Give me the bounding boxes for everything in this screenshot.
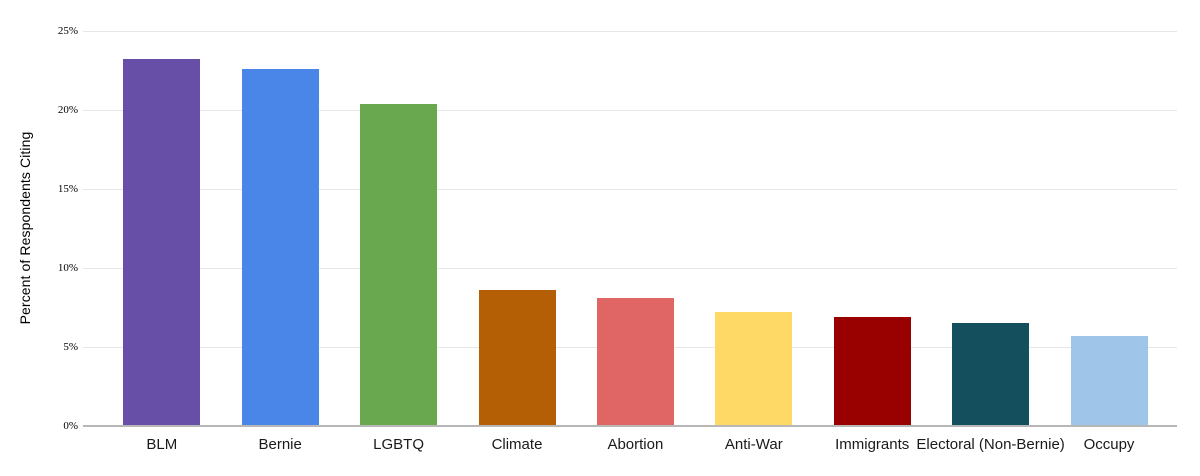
bar-climate[interactable] [478,290,556,426]
ytick-label-0pct: 0% [63,419,78,432]
bar-electoral-non-bernie[interactable] [952,323,1030,426]
bar-anti-war[interactable] [715,312,793,426]
gridline-25pct [83,31,1177,32]
gridline-20pct [83,110,1177,111]
ytick-label-10pct: 10% [57,261,78,274]
bar-bernie[interactable] [241,68,319,426]
bar-lgbtq[interactable] [360,103,438,426]
y-axis-title: Percent of Respondents Citing [17,131,33,325]
xtick-label-abortion: Abortion [607,436,664,453]
xtick-label-immigrants: Immigrants [835,436,910,453]
xtick-label-blm: BLM [146,436,178,453]
xtick-label-anti-war: Anti-War [724,436,783,453]
ytick-label-20pct: 20% [57,103,78,116]
bar-immigrants[interactable] [833,316,911,426]
gridline-15pct [83,189,1177,190]
ytick-label-15pct: 15% [57,182,78,195]
x-axis-line [83,425,1177,427]
ytick-label-5pct: 5% [63,340,78,353]
bar-blm[interactable] [123,59,201,426]
xtick-label-climate: Climate [491,436,543,453]
xtick-label-bernie: Bernie [258,436,302,453]
xtick-label-lgbtq: LGBTQ [373,436,425,453]
bar-occupy[interactable] [1070,335,1148,426]
xtick-label-electoral-non-bernie: Electoral (Non-Bernie) [916,436,1065,453]
gridline-10pct [83,268,1177,269]
xtick-label-occupy: Occupy [1083,436,1135,453]
ytick-label-25pct: 25% [57,24,78,37]
bar-abortion[interactable] [596,298,674,426]
plot-area [83,31,1177,427]
